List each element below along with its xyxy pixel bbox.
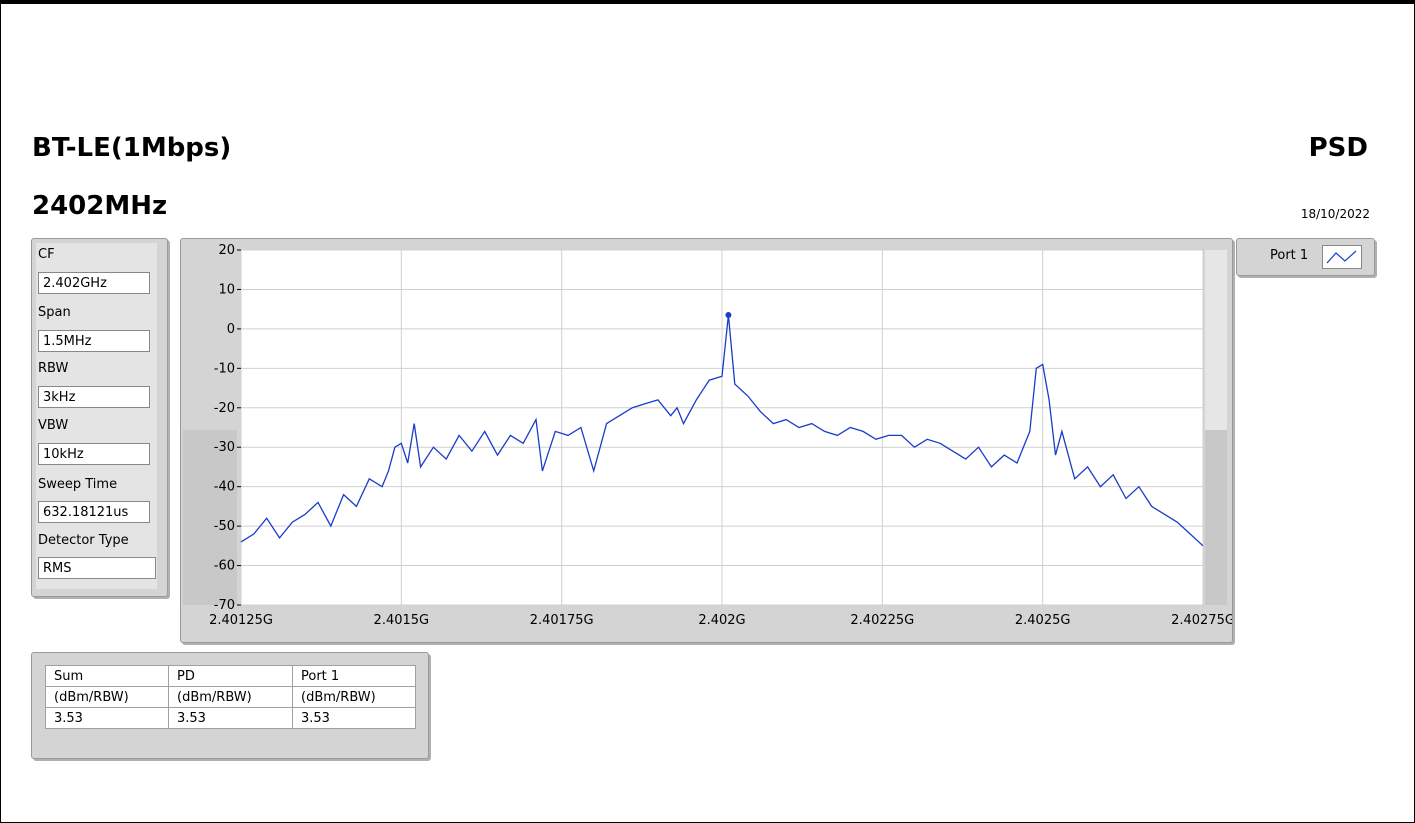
legend: Port 1 bbox=[1236, 238, 1375, 276]
legend-swatch[interactable] bbox=[1322, 245, 1362, 269]
vbw-field[interactable]: 10kHz bbox=[38, 443, 150, 465]
table-header-cell: PD bbox=[168, 665, 293, 687]
detector-type-field[interactable]: RMS bbox=[38, 557, 156, 579]
y-tick-label: 20 bbox=[218, 243, 235, 258]
x-tick-label: 2.4025G bbox=[1015, 613, 1071, 628]
table-header-row: Sum PD Port 1 bbox=[45, 665, 416, 687]
detector-type-label: Detector Type bbox=[38, 533, 129, 548]
settings-background bbox=[36, 243, 157, 589]
settings-panel: CF 2.402GHz Span 1.5MHz RBW 3kHz VBW 10k… bbox=[31, 238, 168, 597]
x-tick-label: 2.402G bbox=[698, 613, 745, 628]
y-tick-label: -20 bbox=[214, 401, 235, 416]
table-header-cell: Sum bbox=[45, 665, 169, 687]
cf-label: CF bbox=[38, 247, 55, 262]
span-field[interactable]: 1.5MHz bbox=[38, 330, 150, 352]
peak-marker bbox=[725, 311, 732, 318]
cf-field[interactable]: 2.402GHz bbox=[38, 272, 150, 294]
table-unit-cell: (dBm/RBW) bbox=[168, 686, 293, 708]
axis-shade bbox=[183, 430, 237, 605]
y-tick-label: 10 bbox=[218, 282, 235, 297]
psd-trace bbox=[240, 315, 1204, 547]
frame-top-border bbox=[0, 0, 1415, 4]
y-tick-label: -60 bbox=[214, 559, 235, 574]
y-tick-label: -70 bbox=[214, 598, 235, 613]
report-date: 18/10/2022 bbox=[1300, 207, 1370, 221]
table-unit-cell: (dBm/RBW) bbox=[45, 686, 169, 708]
chart-panel: 2.40125G 2.4015G 2.40175G 2.402G 2.40225G 2.4… bbox=[180, 238, 1233, 643]
trace-style-icon bbox=[1326, 250, 1357, 264]
frequency-heading: 2402MHz bbox=[32, 191, 168, 221]
x-tick-label: 2.40275G bbox=[1171, 613, 1232, 628]
y-tick-label: -30 bbox=[214, 440, 235, 455]
report-title: BT-LE(1Mbps) bbox=[32, 133, 232, 163]
x-tick-label: 2.40225G bbox=[850, 613, 914, 628]
measurement-heading: PSD bbox=[1308, 133, 1368, 163]
x-tick-label: 2.4015G bbox=[374, 613, 430, 628]
span-label: Span bbox=[38, 305, 71, 320]
table-value-cell: 3.53 bbox=[168, 707, 293, 729]
table-value-cell: 3.53 bbox=[292, 707, 416, 729]
results-table-panel: Sum PD Port 1 (dBm/RBW) (dBm/RBW) (dBm/R… bbox=[31, 652, 429, 759]
sweep-time-label: Sweep Time bbox=[38, 477, 118, 492]
table-unit-cell: (dBm/RBW) bbox=[292, 686, 416, 708]
rbw-field[interactable]: 3kHz bbox=[38, 386, 150, 408]
table-value-cell: 3.53 bbox=[45, 707, 169, 729]
y-tick-label: -50 bbox=[214, 519, 235, 534]
y-tick-label: -40 bbox=[214, 480, 235, 495]
scroll-thumb bbox=[1205, 430, 1227, 605]
sweep-time-field[interactable]: 632.18121us bbox=[38, 501, 150, 523]
table-row: 3.53 3.53 3.53 bbox=[45, 707, 416, 729]
x-tick-label: 2.40175G bbox=[530, 613, 594, 628]
table-units-row: (dBm/RBW) (dBm/RBW) (dBm/RBW) bbox=[45, 686, 416, 708]
vbw-label: VBW bbox=[38, 418, 69, 433]
x-tick-label: 2.40125G bbox=[209, 613, 273, 628]
results-table: Sum PD Port 1 (dBm/RBW) (dBm/RBW) (dBm/R… bbox=[45, 665, 416, 729]
legend-label: Port 1 bbox=[1270, 248, 1309, 263]
psd-chart: 2.40125G 2.4015G 2.40175G 2.402G 2.40225G 2.4… bbox=[183, 243, 1232, 628]
y-tick-label: -10 bbox=[214, 361, 235, 376]
table-header-cell: Port 1 bbox=[292, 665, 416, 687]
rbw-label: RBW bbox=[38, 361, 69, 376]
y-tick-label: 0 bbox=[227, 322, 235, 337]
